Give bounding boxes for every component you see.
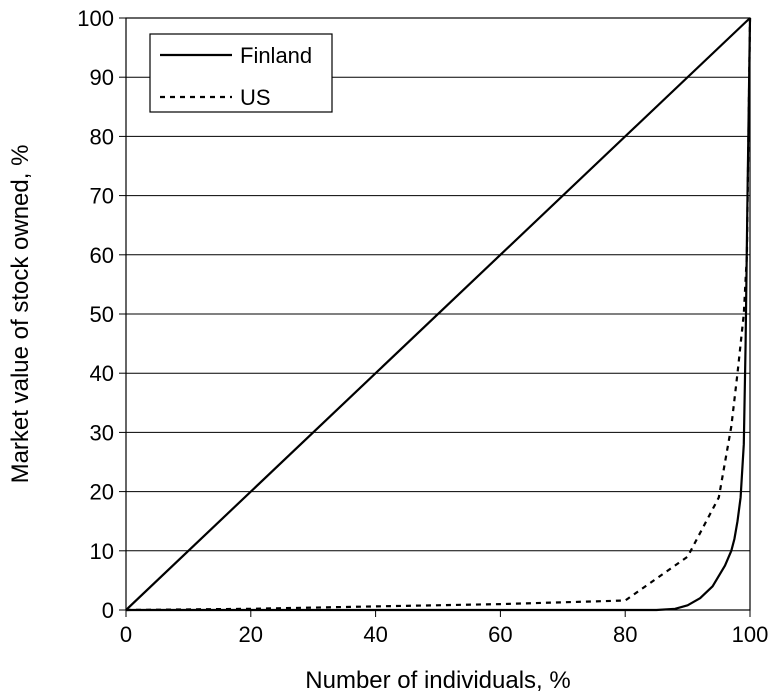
y-tick-label: 60 <box>90 243 114 268</box>
x-tick-label: 80 <box>613 622 637 647</box>
legend: Finland US <box>149 33 333 113</box>
legend-label-finland: Finland <box>240 43 312 68</box>
x-tick-label: 40 <box>363 622 387 647</box>
y-axis-title: Market value of stock owned, % <box>7 145 34 484</box>
legend-box <box>149 33 333 113</box>
series-line-equality <box>125 17 751 611</box>
series-line-finland <box>126 17 752 612</box>
y-tick-label: 0 <box>102 598 114 623</box>
y-axis-ticks: 0 10 20 30 40 50 60 70 80 90 100 <box>77 6 126 623</box>
x-tick-label: 0 <box>120 622 132 647</box>
y-tick-label: 10 <box>90 539 114 564</box>
x-tick-label: 100 <box>732 622 769 647</box>
y-tick-label: 20 <box>90 480 114 505</box>
x-tick-label: 20 <box>239 622 263 647</box>
series-layer <box>125 17 752 612</box>
y-tick-label: 100 <box>77 6 114 31</box>
y-tick-label: 40 <box>90 361 114 386</box>
y-tick-label: 70 <box>90 184 114 209</box>
y-tick-label: 90 <box>90 65 114 90</box>
y-tick-label: 80 <box>90 124 114 149</box>
y-tick-label: 30 <box>90 420 114 445</box>
y-tick-label: 50 <box>90 302 114 327</box>
x-tick-label: 60 <box>488 622 512 647</box>
x-axis-title: Number of individuals, % <box>305 667 570 693</box>
x-axis-ticks: 0 20 40 60 80 100 <box>120 610 768 647</box>
legend-label-us: US <box>240 85 271 110</box>
